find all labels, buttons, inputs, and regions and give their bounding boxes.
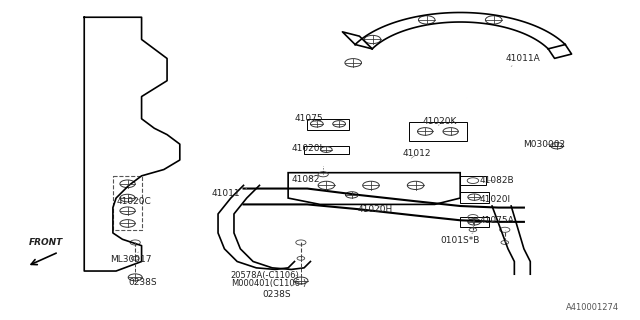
Text: FRONT: FRONT bbox=[29, 238, 63, 247]
Text: 41012: 41012 bbox=[403, 149, 431, 158]
Text: 41020H: 41020H bbox=[358, 205, 394, 214]
Text: M000401(C1106-): M000401(C1106-) bbox=[231, 275, 306, 288]
Text: 41075A: 41075A bbox=[479, 216, 514, 225]
Text: 0238S: 0238S bbox=[262, 282, 298, 299]
Text: 41020I: 41020I bbox=[291, 144, 323, 153]
Text: 41020I: 41020I bbox=[479, 195, 511, 204]
Text: A410001274: A410001274 bbox=[566, 303, 620, 312]
Text: 41011: 41011 bbox=[212, 188, 246, 198]
Text: 41082B: 41082B bbox=[479, 176, 514, 185]
Text: 41020C: 41020C bbox=[116, 197, 151, 206]
Text: 41075: 41075 bbox=[294, 114, 323, 123]
Text: ML30017: ML30017 bbox=[109, 252, 151, 264]
Text: M030002: M030002 bbox=[524, 140, 565, 148]
Text: 41011A: 41011A bbox=[505, 54, 540, 67]
Text: 41020K: 41020K bbox=[422, 117, 457, 126]
Text: 41082: 41082 bbox=[291, 174, 320, 184]
Text: 0238S: 0238S bbox=[129, 278, 157, 287]
Text: 0101S*B: 0101S*B bbox=[440, 233, 479, 245]
Text: 20578A(-C1106): 20578A(-C1106) bbox=[231, 268, 301, 280]
